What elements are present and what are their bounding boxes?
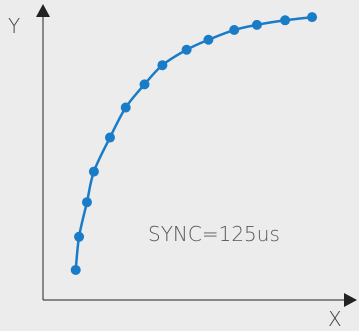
x-axis-title: X [328, 307, 342, 331]
data-point-2 [74, 232, 84, 242]
data-point-7 [140, 79, 150, 89]
data-point-6 [121, 103, 131, 113]
x-axis-arrow [344, 293, 357, 307]
data-point-12 [252, 20, 262, 30]
data-point-8 [157, 60, 167, 70]
data-point-11 [229, 25, 239, 35]
data-point-4 [89, 167, 99, 177]
data-point-13 [280, 15, 290, 25]
data-point-1 [71, 265, 81, 275]
data-point-9 [182, 45, 192, 55]
y-axis-arrow [36, 4, 50, 17]
sync-annotation: SYNC=125us [148, 222, 280, 246]
data-point-14 [307, 12, 317, 22]
data-point-3 [82, 197, 92, 207]
data-point-5 [105, 133, 115, 143]
data-point-10 [203, 35, 213, 45]
y-axis-title: Y [8, 14, 20, 38]
